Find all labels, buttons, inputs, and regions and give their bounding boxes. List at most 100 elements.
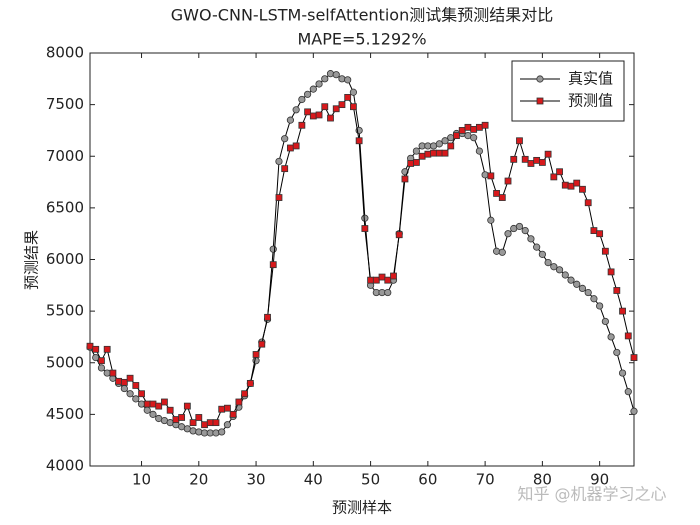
data-point [453, 132, 460, 140]
data-point [367, 276, 374, 284]
data-point [590, 295, 598, 303]
data-point [287, 144, 294, 152]
data-point [321, 103, 329, 111]
data-point [143, 400, 151, 408]
data-point [292, 142, 300, 150]
data-point [613, 348, 621, 357]
data-point [223, 421, 232, 429]
data-point [481, 171, 489, 179]
data-point [430, 149, 437, 157]
data-point [561, 271, 569, 279]
data-point [235, 398, 243, 406]
data-point [258, 340, 266, 348]
data-point [229, 410, 237, 418]
data-point [138, 390, 145, 398]
data-point [189, 427, 197, 435]
data-point [298, 121, 306, 129]
data-point [350, 103, 357, 111]
data-point [458, 127, 466, 134]
data-point [97, 364, 106, 372]
y-tick-label: 7500 [46, 95, 84, 113]
data-point [120, 384, 128, 393]
data-point [132, 395, 140, 403]
data-point [533, 243, 541, 251]
data-point [441, 137, 449, 145]
data-point [492, 247, 501, 255]
data-point [607, 333, 615, 341]
data-point [178, 414, 186, 421]
data-point [275, 157, 283, 166]
data-point [510, 155, 518, 163]
data-point [435, 149, 443, 157]
data-point [269, 261, 277, 269]
data-point [464, 123, 472, 131]
data-point [561, 181, 569, 189]
data-point [309, 85, 317, 93]
data-point [252, 357, 260, 365]
y-tick-label: 4000 [46, 457, 84, 475]
data-point [292, 106, 300, 114]
data-point [481, 121, 489, 129]
data-point [212, 419, 220, 427]
data-point [149, 400, 157, 408]
data-point [286, 116, 295, 124]
data-point [538, 159, 546, 166]
data-point [86, 342, 94, 350]
data-point [538, 250, 546, 258]
data-point [601, 317, 609, 326]
x-tick-label: 60 [418, 471, 437, 489]
data-point [172, 416, 180, 423]
data-point [109, 369, 117, 377]
data-point [92, 345, 100, 353]
data-point [624, 388, 632, 396]
data-point [527, 160, 535, 167]
data-point [212, 429, 220, 437]
y-tick-label: 7000 [46, 147, 84, 165]
data-point [132, 382, 140, 389]
data-point [218, 405, 226, 413]
data-point [555, 266, 564, 274]
data-point [441, 149, 449, 157]
data-point [332, 105, 340, 113]
data-point [504, 177, 512, 185]
legend-box [511, 60, 625, 122]
data-point [384, 288, 392, 297]
data-point [304, 108, 312, 116]
data-point [533, 156, 541, 164]
x-tick-label: 90 [590, 471, 609, 489]
data-point [303, 90, 312, 98]
chart-subtitle: MAPE=5.1292% [297, 30, 426, 49]
legend-marker [536, 75, 544, 83]
data-point [578, 284, 587, 293]
y-tick-label: 6000 [46, 250, 84, 268]
legend-label: 真实值 [568, 70, 613, 88]
data-point [475, 123, 483, 131]
x-tick-label: 40 [304, 471, 323, 489]
data-point [390, 272, 397, 280]
data-point [361, 214, 369, 222]
data-point [618, 369, 627, 377]
legend-marker [536, 97, 544, 105]
data-point [98, 357, 105, 365]
x-tick-label: 50 [361, 471, 380, 489]
data-point [487, 216, 495, 224]
data-point [470, 126, 478, 133]
data-point [573, 280, 581, 288]
data-point [567, 276, 575, 284]
x-tick-label: 70 [476, 471, 495, 489]
data-point [143, 406, 151, 414]
data-point [475, 147, 483, 155]
data-point [447, 134, 455, 142]
data-point [103, 345, 111, 353]
data-point [550, 263, 558, 271]
data-point [516, 137, 523, 145]
x-tick-label: 30 [247, 471, 266, 489]
data-point [624, 332, 632, 340]
data-point [372, 276, 380, 284]
data-point [544, 258, 552, 267]
data-point [355, 137, 363, 145]
data-point [487, 172, 495, 180]
chart-title: GWO-CNN-LSTM-selfAttention测试集预测结果对比 [171, 6, 553, 25]
data-point [447, 142, 455, 150]
data-point [607, 268, 615, 276]
